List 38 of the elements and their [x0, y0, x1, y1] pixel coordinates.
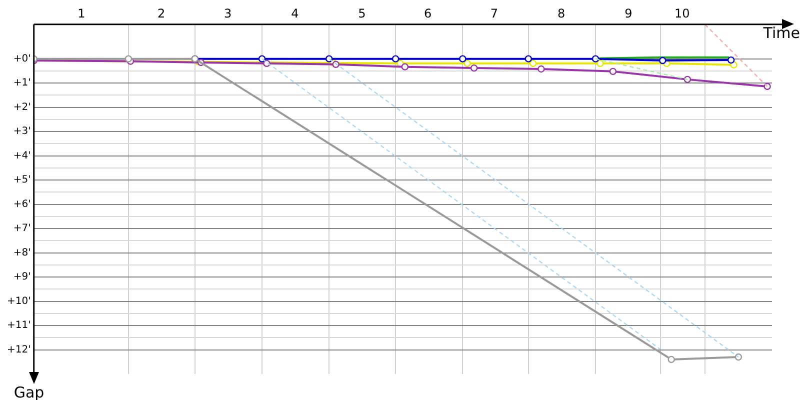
x-axis-title: Time	[762, 24, 800, 42]
point	[470, 64, 478, 72]
y-tick-label: +7'	[13, 223, 31, 234]
x-tick-label: 5	[358, 6, 366, 20]
x-tick-label: 10	[674, 6, 690, 20]
point	[659, 56, 666, 64]
point	[124, 55, 132, 62]
y-tick-label: +12'	[6, 344, 31, 356]
y-tick-label: +8'	[13, 247, 31, 258]
y-tick-label: +10'	[6, 296, 31, 307]
x-tick-label: 2	[158, 6, 166, 20]
y-tick-label: +2'	[13, 102, 31, 113]
y-tick-label: +1'	[13, 78, 31, 89]
point	[524, 55, 532, 62]
point	[464, 60, 471, 68]
x-tick-label: 1	[78, 6, 86, 20]
y-tick-label: +0'	[13, 53, 31, 64]
point	[538, 65, 545, 73]
y-tick-label: +4'	[13, 150, 31, 162]
y-tick-label: +6'	[13, 198, 31, 210]
y-tick-label: +11'	[6, 320, 31, 332]
y-tick-label: +9'	[13, 272, 31, 283]
x-tick-label: 8	[557, 6, 566, 20]
x-tick-label: 4	[291, 6, 299, 20]
y-tick-label: +5'	[13, 174, 31, 186]
y-tick-label: +3'	[13, 126, 31, 138]
point	[459, 55, 466, 62]
point	[668, 356, 675, 364]
point	[596, 60, 604, 68]
x-tick-label: 3	[224, 6, 232, 20]
point	[401, 63, 409, 70]
point	[727, 56, 735, 64]
x-tick-label: 9	[624, 6, 632, 20]
point	[530, 60, 537, 68]
point	[609, 68, 617, 76]
x-tick-label: 6	[424, 6, 432, 20]
point	[392, 55, 400, 62]
x-tick-label: 7	[490, 6, 498, 20]
